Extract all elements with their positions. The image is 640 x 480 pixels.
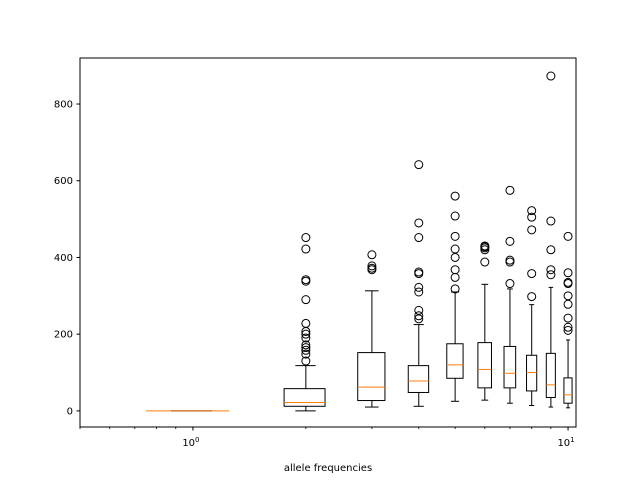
outlier-point <box>563 277 573 287</box>
outlier-point <box>546 270 556 280</box>
outlier-point <box>414 160 424 170</box>
outlier-point <box>546 245 556 255</box>
outlier-point <box>414 287 424 297</box>
outlier-point <box>450 191 460 201</box>
outlier-point <box>301 349 311 359</box>
outlier-point <box>563 322 573 332</box>
x-axis: 100 101 <box>79 427 575 449</box>
outlier-point <box>527 292 537 302</box>
y-tick-label: 400 <box>54 253 73 264</box>
box-10 <box>563 231 573 409</box>
outlier-point <box>301 343 311 353</box>
y-tick-label: 200 <box>54 330 73 341</box>
box-iqr <box>503 345 517 389</box>
box-iqr <box>283 388 326 407</box>
outlier-point <box>563 325 573 335</box>
outlier-point <box>301 318 311 328</box>
outlier-point <box>563 313 573 323</box>
x-tick-label: 100 <box>182 436 199 449</box>
axes-frame <box>79 57 577 428</box>
outlier-point <box>301 244 311 254</box>
box-2 <box>283 233 326 412</box>
outlier-point <box>414 233 424 243</box>
outlier-point <box>563 231 573 241</box>
outlier-point <box>527 269 537 279</box>
box-iqr <box>526 354 538 392</box>
outlier-point <box>450 244 460 254</box>
outlier-point <box>480 241 490 251</box>
x-tick-label: 101 <box>557 436 574 449</box>
outlier-point <box>301 356 311 366</box>
box-5 <box>446 191 464 402</box>
box-9 <box>545 71 556 408</box>
outlier-point <box>301 233 311 243</box>
outlier-point <box>480 257 490 267</box>
outlier-point <box>505 236 515 246</box>
outlier-point <box>546 265 556 275</box>
outlier-point <box>367 263 377 273</box>
outlier-point <box>301 295 311 305</box>
outlier-point <box>546 71 556 81</box>
box-iqr <box>545 352 556 398</box>
outlier-point <box>505 279 515 289</box>
x-axis-label: allele frequencies <box>284 463 372 474</box>
outlier-point <box>505 255 515 265</box>
outlier-point <box>563 291 573 301</box>
outlier-point <box>367 261 377 271</box>
outlier-point <box>414 282 424 292</box>
y-tick-label: 0 <box>67 406 73 417</box>
y-tick-label: 800 <box>54 100 73 111</box>
outlier-point <box>414 267 424 277</box>
outlier-point <box>367 250 377 260</box>
outlier-point <box>527 212 537 222</box>
box-iqr <box>446 343 464 379</box>
outlier-point <box>450 231 460 241</box>
outlier-point <box>563 268 573 278</box>
box-4 <box>407 160 430 407</box>
outlier-point <box>546 216 556 226</box>
box-8 <box>526 206 538 407</box>
outlier-point <box>414 305 424 315</box>
outlier-point <box>450 211 460 221</box>
box-iqr <box>357 352 386 402</box>
outlier-point <box>450 265 460 275</box>
outlier-point <box>301 275 311 285</box>
y-axis: 0 200 400 600 800 <box>54 100 80 417</box>
outlier-point <box>414 218 424 228</box>
box-6 <box>477 241 492 401</box>
outlier-point <box>301 345 311 355</box>
outlier-point <box>527 206 537 216</box>
box-iqr <box>407 365 430 393</box>
plot-area <box>146 71 573 412</box>
outlier-point <box>414 311 424 321</box>
outlier-point <box>301 333 311 343</box>
box-iqr <box>563 377 573 404</box>
box-iqr <box>477 342 492 389</box>
y-tick-label: 600 <box>54 176 73 187</box>
box-3 <box>357 250 386 408</box>
outlier-point <box>301 329 311 339</box>
outlier-point <box>505 185 515 195</box>
box-7 <box>503 185 517 404</box>
outlier-point <box>301 340 311 350</box>
outlier-point <box>527 225 537 235</box>
outlier-point <box>450 284 460 294</box>
